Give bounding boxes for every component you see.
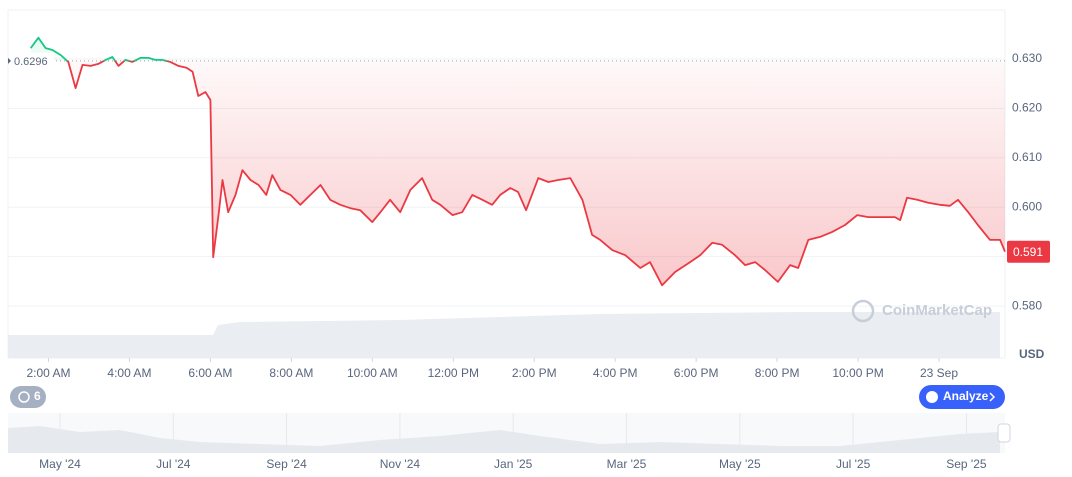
watermark: CoinMarketCap	[851, 299, 992, 323]
x-tick-label: 12:00 PM	[428, 366, 479, 380]
baseline-label-bg	[10, 52, 54, 69]
current-price-label: 0.591	[1013, 245, 1043, 259]
history-icon	[18, 391, 30, 403]
analyze-button[interactable]: Analyze	[919, 385, 1005, 409]
analyze-button-bg	[919, 385, 1005, 409]
history-button[interactable]: 6	[10, 386, 46, 408]
x-tick-label: 6:00 PM	[674, 366, 719, 380]
navigator-label: Mar '25	[607, 457, 647, 471]
navigator-handle[interactable]	[997, 423, 1011, 443]
watermark-text: CoinMarketCap	[882, 302, 992, 319]
analyze-arrow	[989, 392, 996, 402]
y-tick-label: 0.610	[1012, 150, 1042, 164]
x-tick-label: 8:00 AM	[269, 366, 313, 380]
current-price-tag	[1007, 240, 1050, 263]
analyze-label: Analyze	[943, 389, 989, 403]
x-tick-label: 4:00 PM	[593, 366, 638, 380]
x-tick-label: 10:00 PM	[832, 366, 883, 380]
volume-bars	[8, 312, 1000, 358]
navigator-series	[8, 426, 1000, 453]
baseline-label: 0.6296	[14, 56, 48, 68]
x-tick-label: 2:00 AM	[26, 366, 70, 380]
navigator-label: Jul '25	[836, 457, 871, 471]
y-tick-label: 0.630	[1012, 51, 1042, 65]
x-tick-label: 10:00 AM	[347, 366, 398, 380]
y-tick-label: 0.580	[1012, 298, 1042, 312]
y-axis-unit: USD	[1019, 347, 1045, 361]
price-area	[30, 37, 1006, 286]
analyze-icon	[926, 391, 938, 403]
y-tick-label: 0.620	[1012, 101, 1042, 115]
navigator-label: May '25	[719, 457, 761, 471]
navigator-label: Nov '24	[380, 457, 421, 471]
x-tick-label: 4:00 AM	[107, 366, 151, 380]
navigator-label: May '24	[39, 457, 81, 471]
baseline-marker	[8, 57, 11, 64]
price-line	[29, 36, 1006, 287]
x-tick-label: 2:00 PM	[512, 366, 557, 380]
navigator-label: Sep '24	[266, 457, 307, 471]
navigator-label: Jan '25	[494, 457, 533, 471]
history-button-bg	[10, 386, 46, 408]
y-tick-label: 0.600	[1012, 199, 1042, 213]
x-tick-label: 23 Sep	[920, 366, 958, 380]
history-count: 6	[34, 389, 41, 403]
x-tick-label: 6:00 AM	[188, 366, 232, 380]
x-tick-label: 8:00 PM	[755, 366, 800, 380]
navigator-label: Jul '24	[156, 457, 191, 471]
navigator-label: Sep '25	[946, 457, 987, 471]
